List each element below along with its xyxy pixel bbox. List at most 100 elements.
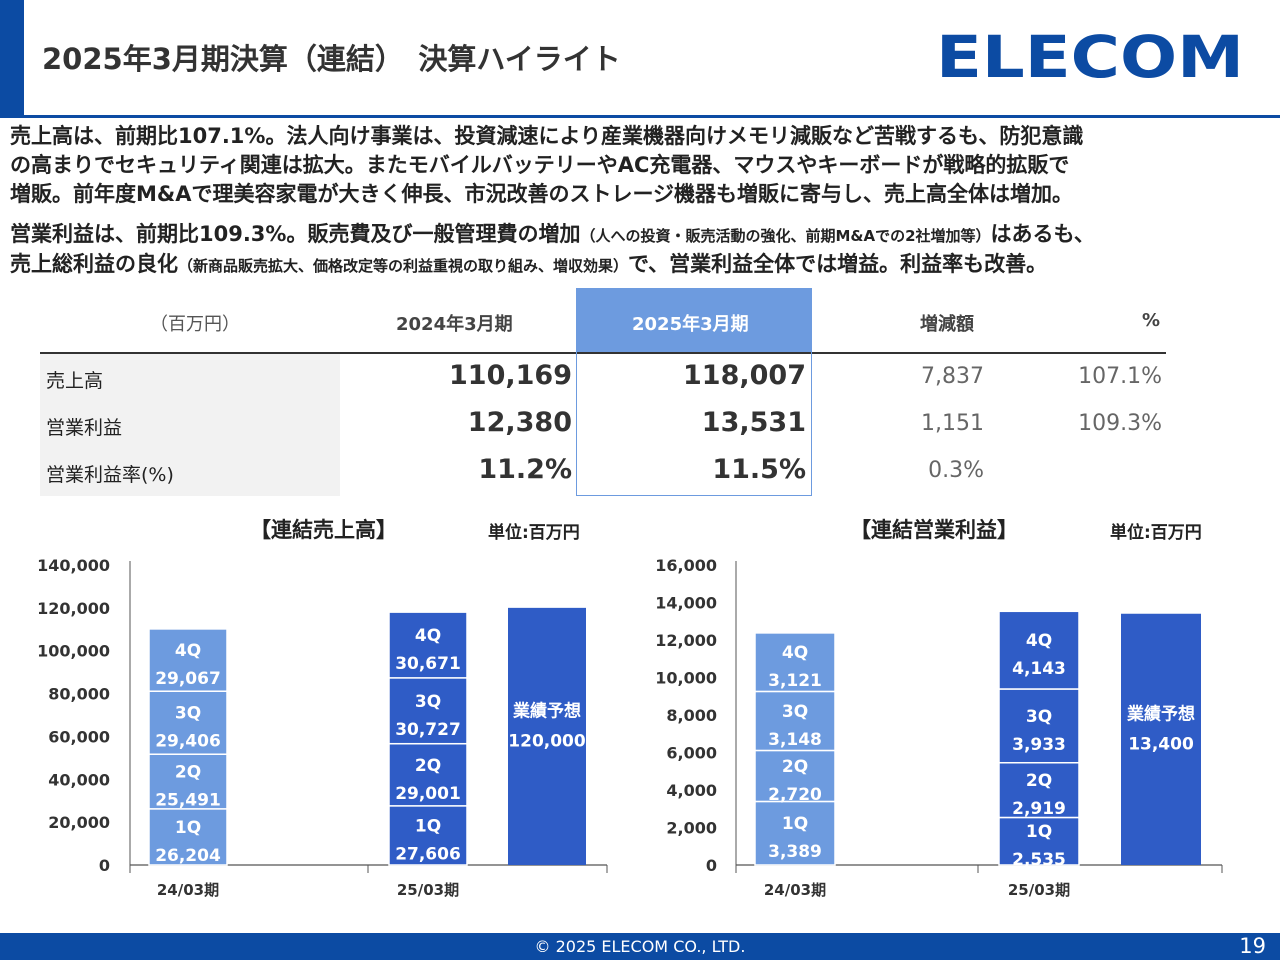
table-unit-label: （百万円） [150, 314, 240, 335]
bar-value-label: 27,606 [395, 844, 461, 864]
bar-value-label: 30,727 [395, 720, 461, 740]
footer-bar: © 2025 ELECOM CO., LTD. 19 [0, 933, 1280, 960]
y-tick-label: 80,000 [48, 685, 110, 704]
bar-quarter-label: 1Q [1026, 822, 1052, 842]
row-label-background [40, 354, 340, 496]
column-header-pct: % [1142, 310, 1161, 331]
bar-value-label: 29,001 [395, 784, 461, 804]
bar-value-label: 3,389 [768, 842, 822, 862]
bar-quarter-label: 1Q [175, 818, 201, 838]
bar-quarter-label: 4Q [782, 643, 808, 663]
bar-segment-4q [388, 611, 468, 679]
bar-segment-2q [998, 761, 1080, 819]
profit-summary-line-1: 営業利益は、前期比109.3%。販売費及び一般管理費の増加（人への投資・販売活動… [10, 220, 1280, 250]
current-period-highlight [576, 352, 812, 496]
bar-value-label: 26,204 [155, 846, 221, 866]
y-tick-label: 60,000 [48, 727, 110, 746]
margin-curr: 11.5% [712, 454, 806, 485]
operating-profit-prev: 12,380 [467, 407, 572, 438]
x-category-label: 25/03期 [1008, 881, 1070, 899]
forecast-bar [508, 607, 586, 865]
sales-summary-line-1: 売上高は、前期比107.1%。法人向け事業は、投資減速により産業機器向けメモリ減… [10, 124, 1084, 148]
y-tick-label: 4,000 [666, 781, 717, 800]
forecast-label: 業績予想 [513, 700, 581, 721]
bar-quarter-label: 3Q [175, 704, 201, 724]
y-tick-label: 100,000 [37, 642, 110, 661]
y-tick-label: 120,000 [37, 599, 110, 618]
header-accent-bar [0, 0, 24, 117]
forecast-bar [1121, 613, 1201, 865]
operating-profit-curr: 13,531 [701, 407, 806, 438]
row-label-operating-profit: 営業利益 [46, 417, 123, 439]
row-label-sales: 売上高 [46, 370, 104, 392]
sales-chart: 0 20,000 40,000 60,000 80,000 100,000 120,000 1… [37, 556, 608, 899]
row-label-margin: 営業利益率(%) [46, 464, 174, 486]
y-tick-label: 8,000 [666, 706, 717, 725]
profit-summary-main-2: 売上総利益の良化 [10, 252, 178, 276]
bar-value-label: 2,535 [1012, 850, 1066, 870]
bar-quarter-label: 2Q [782, 757, 808, 777]
y-tick-label: 16,000 [655, 556, 717, 575]
sales-diff: 7,837 [921, 364, 984, 389]
bar-quarter-label: 3Q [415, 692, 441, 712]
y-tick-label: 40,000 [48, 770, 110, 789]
bar-quarter-label: 3Q [782, 702, 808, 722]
sales-summary-line-2: の高まりでセキュリティ関連は拡大。またモバイルバッテリーやAC充電器、マウスやキ… [10, 153, 1070, 177]
bar-value-label: 3,121 [768, 671, 822, 691]
x-category-label: 24/03期 [157, 881, 219, 899]
bar-segment-4q [754, 632, 836, 693]
profit-chart-title: 【連結営業利益】 [850, 518, 1018, 542]
column-header-curr: 2025年3月期 [632, 314, 749, 335]
bar-value-label: 3,933 [1012, 735, 1066, 755]
operating-profit-chart: 0 2,000 4,000 6,000 8,000 10,000 12,000 14,000 1… [655, 556, 1223, 899]
elecom-logo: ELECOM [936, 30, 1244, 82]
y-tick-label: 6,000 [666, 744, 717, 763]
sales-prev: 110,169 [449, 360, 572, 391]
x-category-label: 25/03期 [397, 881, 459, 899]
y-tick-label: 14,000 [655, 594, 717, 613]
x-category-label: 24/03期 [764, 881, 826, 899]
svg-text:ELECOM: ELECOM [936, 30, 1244, 82]
bar-segment-4q [998, 610, 1080, 690]
profit-summary-main: 営業利益は、前期比109.3%。販売費及び一般管理費の増加 [10, 222, 581, 246]
bar-segment-3q [754, 690, 836, 752]
current-period-header-bg [576, 288, 812, 352]
bar-quarter-label: 2Q [415, 756, 441, 776]
bar-value-label: 2,919 [1012, 799, 1066, 819]
bar-segment-2q [148, 753, 228, 810]
bar-quarter-label: 2Q [1026, 771, 1052, 791]
table-header-divider [40, 352, 1166, 354]
forecast-value-label: 120,000 [508, 731, 586, 751]
y-tick-label: 140,000 [37, 556, 110, 575]
bar-segment-1q [998, 816, 1080, 866]
y-tick-label: 2,000 [666, 819, 717, 838]
y-tick-label: 10,000 [655, 669, 717, 688]
bar-quarter-label: 4Q [1026, 631, 1052, 651]
y-tick-label: 20,000 [48, 813, 110, 832]
bar-value-label: 25,491 [155, 791, 221, 811]
profit-summary-note: （人への投資・販売活動の強化、前期M&Aでの2社増加等） [580, 227, 991, 245]
sales-chart-unit: 単位:百万円 [488, 523, 580, 543]
operating-profit-diff: 1,151 [921, 411, 984, 436]
forecast-label: 業績予想 [1127, 703, 1195, 724]
bar-quarter-label: 1Q [415, 816, 441, 836]
profit-summary-line-2: 売上総利益の良化（新商品販売拡大、価格改定等の利益重視の取り組み、増収効果）で、… [10, 250, 1280, 280]
bar-quarter-label: 3Q [1026, 707, 1052, 727]
y-tick-label: 12,000 [655, 631, 717, 650]
y-tick-label: 0 [99, 856, 110, 875]
bar-segment-1q [754, 800, 836, 866]
page-number: 19 [1239, 934, 1266, 958]
bar-quarter-label: 1Q [782, 814, 808, 834]
sales-chart-title: 【連結売上高】 [250, 518, 397, 542]
bar-value-label: 4,143 [1012, 659, 1066, 679]
forecast-value-label: 13,400 [1128, 734, 1194, 754]
bar-quarter-label: 4Q [175, 641, 201, 661]
bar-quarter-label: 2Q [175, 763, 201, 783]
footer-copyright: © 2025 ELECOM CO., LTD. [534, 937, 746, 956]
kpi-table: （百万円） 2024年3月期 2025年3月期 増減額 % 売上高 110,16… [40, 288, 1166, 498]
bar-value-label: 29,067 [155, 669, 221, 689]
profit-chart-unit: 単位:百万円 [1110, 523, 1202, 543]
bar-segment-1q [148, 808, 228, 866]
operating-profit-pct: 109.3% [1078, 411, 1162, 436]
bar-quarter-label: 4Q [415, 626, 441, 646]
